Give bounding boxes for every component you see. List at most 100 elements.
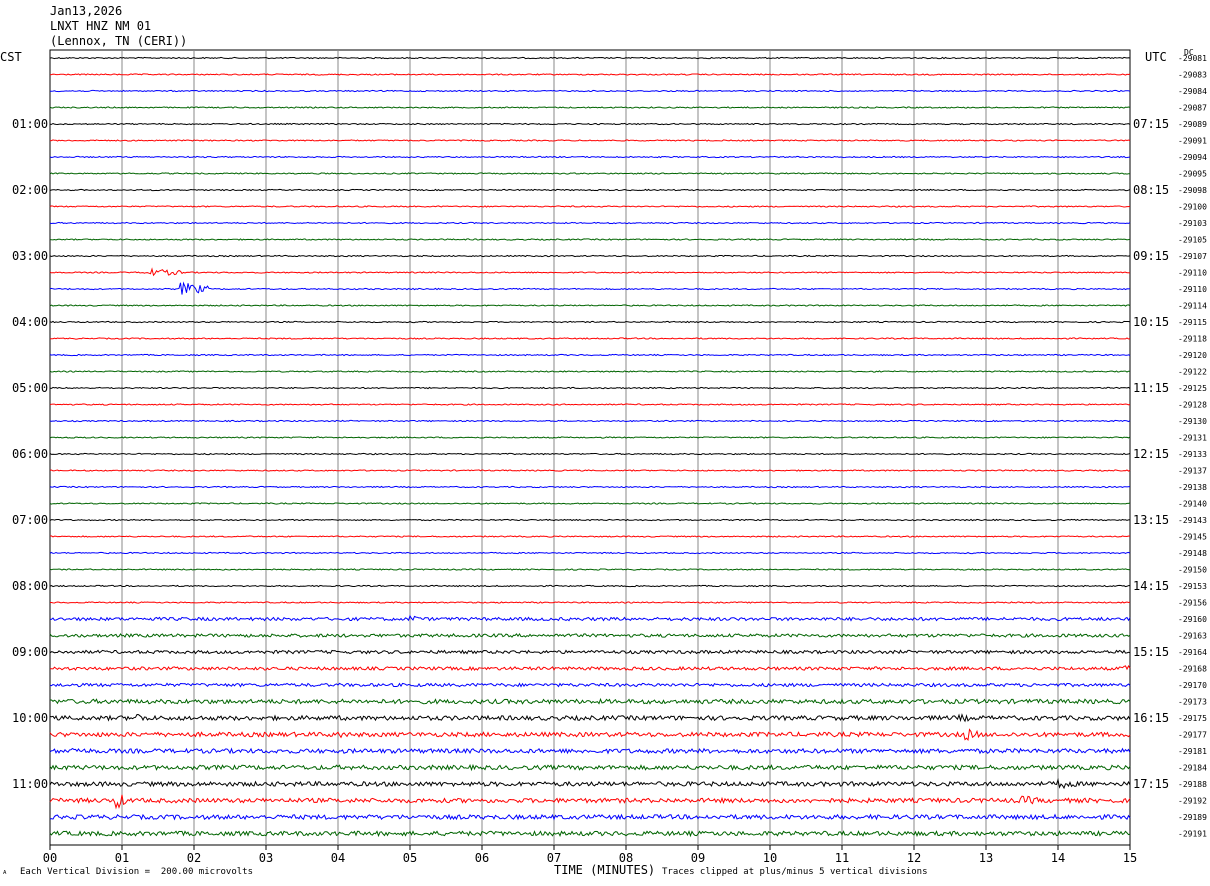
seismic-trace	[49, 747, 1131, 755]
trace-offset-label: -29087	[1178, 104, 1207, 113]
seismic-trace	[49, 452, 1131, 456]
seismic-trace	[49, 403, 1131, 406]
right-hour-label: 14:15	[1133, 579, 1169, 593]
scale-note: Each Vertical Division = 200.00 microvol…	[20, 867, 253, 877]
trace-offset-label: -29170	[1178, 681, 1207, 690]
trace-offset-label: -29191	[1178, 830, 1207, 839]
x-tick-label: 05	[403, 851, 417, 865]
left-timezone-label: CST	[0, 50, 22, 64]
seismic-trace	[49, 281, 1131, 295]
seismic-trace	[49, 829, 1131, 838]
plot-date: Jan13,2026	[50, 4, 123, 18]
x-tick-label: 00	[43, 851, 57, 865]
left-hour-label: 04:00	[12, 315, 48, 329]
seismic-trace	[49, 813, 1131, 821]
seismic-trace	[49, 188, 1131, 192]
left-hour-label: 02:00	[12, 183, 48, 197]
x-tick-label: 15	[1123, 851, 1137, 865]
corner-marker: ᴬ	[2, 870, 8, 880]
seismic-trace	[49, 518, 1131, 522]
x-tick-label: 04	[331, 851, 345, 865]
right-hour-label: 09:15	[1133, 249, 1169, 263]
trace-offset-label: -29184	[1178, 764, 1207, 773]
seismic-trace	[49, 728, 1131, 742]
seismic-trace	[49, 254, 1131, 258]
seismic-trace	[49, 632, 1131, 638]
x-tick-label: 06	[475, 851, 489, 865]
trace-offset-label: -29133	[1178, 450, 1207, 459]
seismic-trace	[49, 436, 1131, 439]
right-hour-label: 15:15	[1133, 645, 1169, 659]
seismic-trace	[49, 139, 1131, 142]
x-tick-label: 14	[1051, 851, 1065, 865]
trace-offset-label: -29114	[1178, 302, 1207, 311]
left-hour-label: 08:00	[12, 579, 48, 593]
right-timezone-label: UTC	[1145, 50, 1167, 64]
right-hour-label: 12:15	[1133, 447, 1169, 461]
station-code: LNXT HNZ NM 01	[50, 19, 152, 33]
trace-offset-label: -29181	[1178, 747, 1207, 756]
seismic-trace	[49, 370, 1131, 373]
seismic-trace	[49, 73, 1131, 76]
trace-offset-label: -29189	[1178, 813, 1207, 822]
seismic-trace	[49, 172, 1130, 175]
trace-offset-label: -29168	[1178, 665, 1207, 674]
trace-offset-label: -29177	[1178, 731, 1207, 740]
trace-offset-label: -29125	[1178, 384, 1207, 393]
left-hour-label: 06:00	[12, 447, 48, 461]
x-tick-label: 12	[907, 851, 921, 865]
trace-offset-label: -29089	[1178, 120, 1207, 129]
clip-note: Traces clipped at plus/minus 5 vertical …	[662, 867, 928, 877]
seismic-trace	[50, 697, 1131, 705]
trace-offset-label: -29107	[1178, 252, 1207, 261]
seismic-trace	[49, 649, 1131, 655]
trace-offset-label: -29163	[1178, 632, 1207, 641]
trace-offset-label: -29160	[1178, 615, 1207, 624]
seismic-trace	[49, 763, 1131, 772]
trace-offset-label: -29081	[1178, 54, 1207, 63]
seismic-trace	[49, 106, 1131, 109]
trace-offset-label: -29084	[1178, 87, 1207, 96]
right-hour-label: 08:15	[1133, 183, 1169, 197]
right-hour-label: 07:15	[1133, 117, 1169, 131]
trace-offset-label: -29115	[1178, 318, 1207, 327]
trace-offset-label: -29137	[1178, 467, 1207, 476]
seismic-trace	[49, 794, 1131, 810]
trace-offset-label: -29130	[1178, 417, 1207, 426]
seismic-trace	[49, 502, 1131, 505]
seismic-trace	[50, 665, 1131, 672]
right-hour-label: 16:15	[1133, 711, 1169, 725]
x-tick-label: 01	[115, 851, 129, 865]
trace-offset-label: -29140	[1178, 500, 1207, 509]
seismic-trace	[49, 551, 1131, 555]
trace-offset-label: -29148	[1178, 549, 1207, 558]
trace-offset-label: -29110	[1178, 269, 1207, 278]
left-hour-label: 07:00	[12, 513, 48, 527]
right-hour-label: 10:15	[1133, 315, 1169, 329]
trace-offset-label: -29156	[1178, 599, 1207, 608]
x-tick-label: 03	[259, 851, 273, 865]
right-hour-label: 17:15	[1133, 777, 1169, 791]
seismic-trace	[49, 386, 1131, 390]
x-tick-label: 02	[187, 851, 201, 865]
left-hour-label: 10:00	[12, 711, 48, 725]
trace-offset-label: -29122	[1178, 368, 1207, 377]
seismic-trace	[49, 122, 1131, 126]
trace-offset-label: -29091	[1178, 137, 1207, 146]
seismic-trace	[49, 682, 1131, 688]
trace-offset-label: -29128	[1178, 401, 1207, 410]
seismic-trace	[49, 419, 1131, 423]
trace-offset-label: -29188	[1178, 780, 1207, 789]
seismic-trace	[49, 238, 1131, 241]
trace-offset-label: -29192	[1178, 797, 1207, 806]
trace-offset-label: -29105	[1178, 236, 1207, 245]
x-tick-label: 07	[547, 851, 561, 865]
left-hour-label: 03:00	[12, 249, 48, 263]
trace-offset-label: -29120	[1178, 351, 1207, 360]
trace-offset-label: -29150	[1178, 566, 1207, 575]
left-hour-label: 11:00	[12, 777, 48, 791]
seismic-trace	[49, 205, 1131, 208]
seismic-trace	[49, 568, 1131, 571]
station-location: (Lennox, TN (CERI))	[50, 34, 188, 48]
